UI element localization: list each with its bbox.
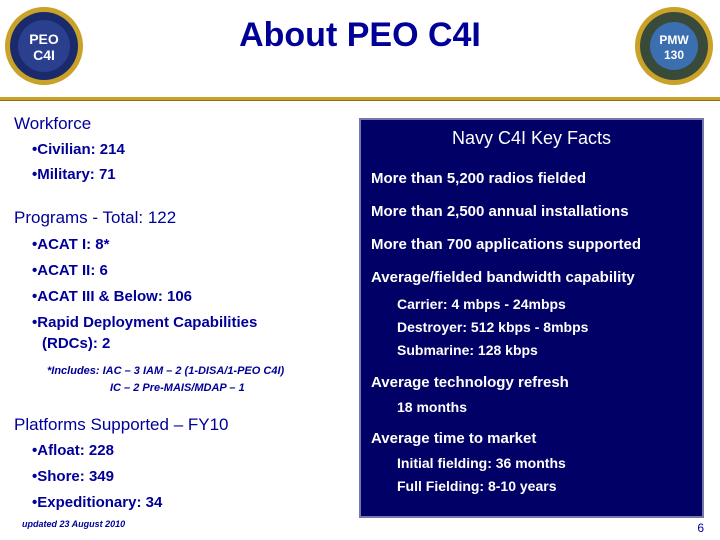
fact-market: Average time to market (371, 430, 537, 447)
fact-applications: More than 700 applications supported (371, 236, 642, 253)
bullet: • (32, 166, 38, 183)
fact-refresh: Average technology refresh (371, 374, 569, 391)
bullet: • (32, 288, 38, 305)
workforce-item-military: •Military: 71 (32, 166, 116, 183)
key-facts-title: Navy C4I Key Facts (451, 128, 612, 148)
programs-item-acat3: •ACAT III & Below: 106 (32, 288, 193, 305)
platforms-item-afloat: •Afloat: 228 (32, 442, 114, 459)
programs-item-acat1: •ACAT I: 8* (32, 236, 110, 253)
svg-text:PMW: PMW (659, 33, 689, 47)
fact-bandwidth-carrier: Carrier: 4 mbps - 24mbps (397, 296, 566, 312)
svg-text:PEO: PEO (29, 31, 59, 47)
bullet: • (32, 468, 38, 485)
svg-text:C4I: C4I (33, 47, 55, 63)
fact-radios: More than 5,200 radios fielded (371, 170, 587, 187)
fact-market-full: Full Fielding: 8-10 years (397, 478, 557, 494)
programs-item-rdc-cont: (RDCs): 2 (42, 335, 111, 352)
fact-bandwidth-destroyer: Destroyer: 512 kbps - 8mbps (397, 319, 589, 335)
programs-item-rdc: •Rapid Deployment Capabilities (32, 314, 258, 331)
bullet: • (32, 494, 38, 511)
programs-heading: Programs - Total: 122 (14, 208, 177, 227)
workforce-heading: Workforce (14, 114, 92, 133)
pmw130-logo: PMW 130 (635, 7, 713, 85)
peo-c4i-logo: PEO C4I (5, 7, 83, 85)
fact-refresh-value: 18 months (397, 399, 468, 415)
bullet: • (32, 262, 38, 279)
fact-bandwidth-submarine: Submarine: 128 kbps (397, 342, 538, 358)
platforms-item-expeditionary: •Expeditionary: 34 (32, 494, 163, 511)
programs-note-line1: *Includes: IAC – 3 IAM – 2 (1-DISA/1-PEO… (47, 365, 285, 377)
updated-date: updated 23 August 2010 (22, 519, 126, 529)
page-title: About PEO C4I (239, 16, 481, 54)
bullet: • (32, 314, 38, 331)
fact-installations: More than 2,500 annual installations (371, 203, 629, 220)
page-number: 6 (697, 521, 704, 535)
title-divider (0, 97, 720, 100)
bullet: • (32, 236, 38, 253)
fact-bandwidth: Average/fielded bandwidth capability (371, 269, 635, 286)
platforms-item-shore: •Shore: 349 (32, 468, 114, 485)
bullet: • (32, 141, 38, 158)
workforce-item-civilian: •Civilian: 214 (32, 141, 125, 158)
programs-note-line2: IC – 2 Pre-MAIS/MDAP – 1 (110, 382, 245, 394)
svg-text:130: 130 (664, 48, 684, 62)
key-facts-box: Navy C4I Key Facts More than 5,200 radio… (359, 118, 704, 518)
bullet: • (32, 442, 38, 459)
platforms-heading: Platforms Supported – FY10 (14, 415, 229, 434)
title-divider-shadow (0, 100, 720, 101)
programs-item-acat2: •ACAT II: 6 (32, 262, 108, 279)
fact-market-initial: Initial fielding: 36 months (397, 455, 566, 471)
